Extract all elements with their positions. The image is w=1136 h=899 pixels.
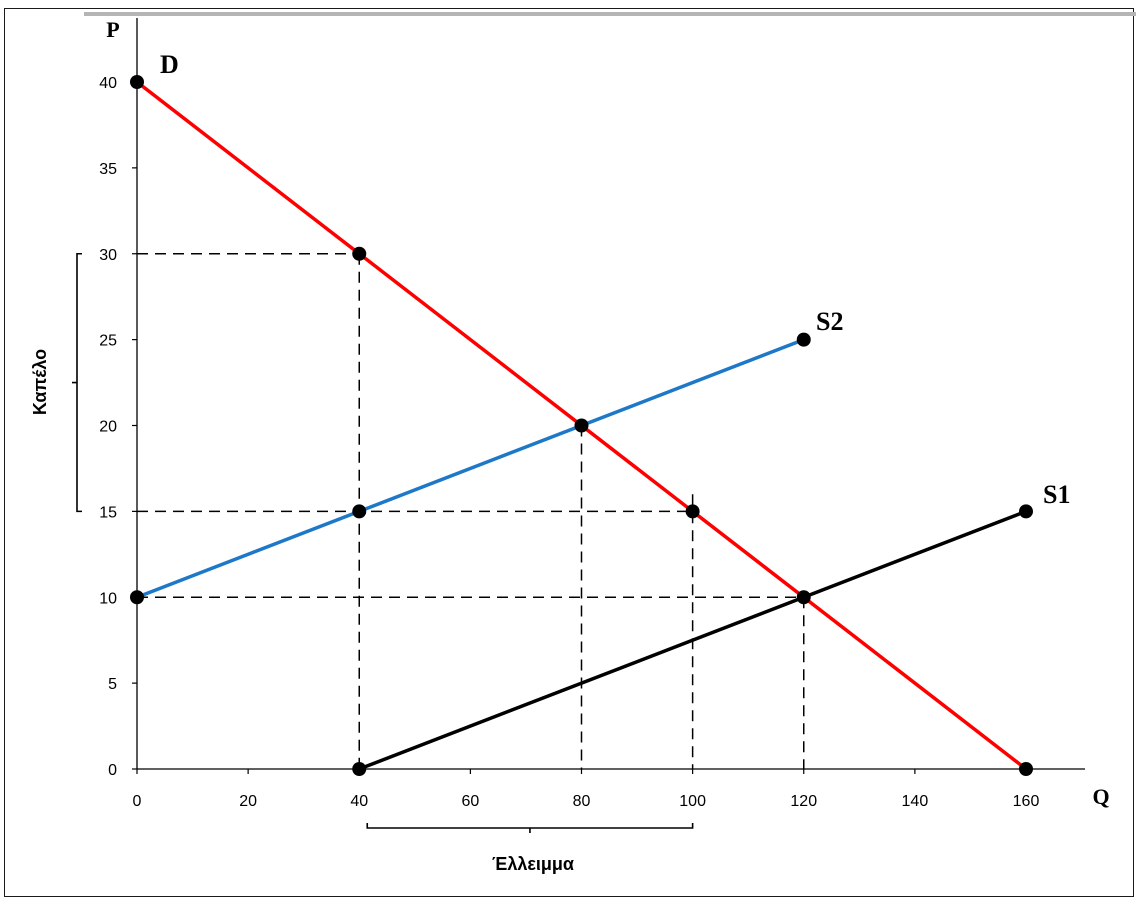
series-label-s2: S2 <box>816 307 843 336</box>
data-point <box>1019 762 1033 776</box>
y-tick-label: 15 <box>99 504 117 521</box>
cap-brace-label: Καπέλο <box>30 349 50 415</box>
y-tick-label: 5 <box>108 676 117 693</box>
data-point <box>574 418 589 433</box>
series-label-s1: S1 <box>1043 480 1070 509</box>
data-points <box>130 75 1033 776</box>
tick-labels: 0 5 10 15 20 25 30 35 40 0 20 40 60 80 100 120 140 160 <box>99 75 1039 810</box>
x-tick-label: 80 <box>573 793 591 810</box>
chart-frame <box>4 8 1134 897</box>
x-axis-label: Q <box>1092 784 1109 809</box>
axes <box>132 18 1085 774</box>
data-point <box>352 762 367 776</box>
x-tick-label: 100 <box>679 793 706 810</box>
y-tick-label: 20 <box>99 419 117 436</box>
deficit-brace <box>366 823 694 833</box>
data-point <box>130 75 144 89</box>
series-line-s2 <box>136 337 805 599</box>
y-tick-label: 25 <box>99 333 117 350</box>
braces <box>72 252 694 833</box>
guide-lines <box>137 253 805 769</box>
series-label-d: D <box>160 50 179 79</box>
data-point <box>352 504 367 519</box>
cap-brace <box>72 252 82 513</box>
series-line-s1 <box>358 509 1027 771</box>
y-axis-label: P <box>106 17 119 42</box>
data-point <box>796 332 811 347</box>
data-point <box>685 504 700 519</box>
deficit-brace-label: Έλλειμμα <box>492 854 574 874</box>
data-point <box>130 590 144 605</box>
x-tick-label: 60 <box>461 793 479 810</box>
y-tick-label: 30 <box>99 247 117 264</box>
text-labels: P Q D S2 S1 Καπέλο Έλλειμμα <box>30 17 1110 874</box>
data-point <box>1019 504 1033 519</box>
y-tick-label: 40 <box>99 75 117 92</box>
x-tick-label: 120 <box>790 793 817 810</box>
y-tick-label: 10 <box>99 590 117 607</box>
x-tick-label: 20 <box>239 793 257 810</box>
data-point <box>796 590 811 605</box>
x-tick-label: 40 <box>350 793 368 810</box>
x-tick-label: 140 <box>902 793 929 810</box>
y-tick-label: 35 <box>99 161 117 178</box>
y-tick-label: 0 <box>108 762 117 779</box>
data-point <box>352 246 367 261</box>
x-tick-label: 160 <box>1013 793 1040 810</box>
x-tick-label: 0 <box>133 793 142 810</box>
